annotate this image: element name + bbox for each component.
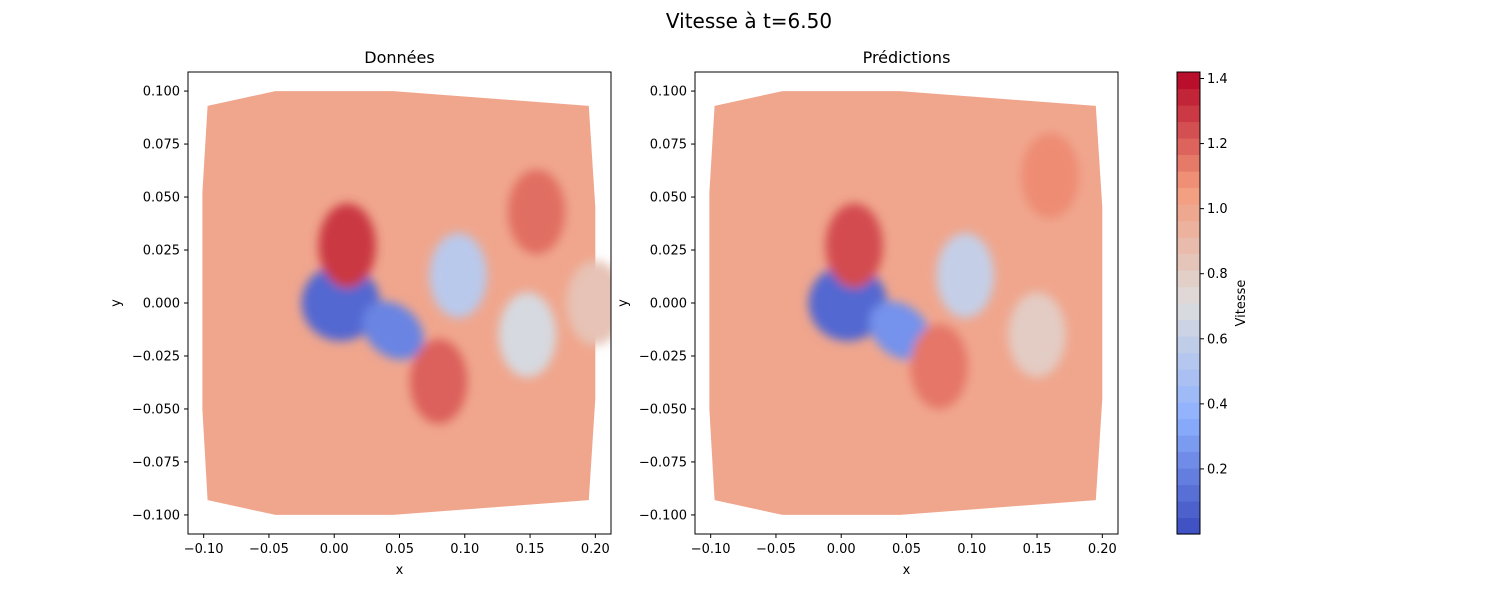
colorbar-level xyxy=(1177,270,1200,288)
y-axis-label: y xyxy=(109,299,124,307)
x-tick-label: −0.05 xyxy=(756,542,796,557)
field-feature xyxy=(507,169,566,255)
x-tick-label: 0.00 xyxy=(320,542,349,557)
y-tick-label: −0.100 xyxy=(639,508,687,523)
colorbar-level xyxy=(1177,187,1200,205)
colorbar-level xyxy=(1177,517,1200,535)
colorbar-level xyxy=(1177,220,1200,238)
field-feature xyxy=(498,292,557,378)
y-tick-label: 0.050 xyxy=(650,191,687,206)
field-feature xyxy=(910,324,968,409)
colorbar-level xyxy=(1177,418,1200,436)
y-tick-label: 0.000 xyxy=(650,297,687,312)
velocity-field xyxy=(709,91,1103,515)
colorbar-level xyxy=(1177,319,1200,337)
y-tick-label: 0.000 xyxy=(143,297,180,312)
panel-title: Données xyxy=(364,48,434,67)
y-tick-label: −0.100 xyxy=(132,508,180,523)
x-tick-label: 0.10 xyxy=(957,542,986,557)
field-feature xyxy=(429,233,487,318)
colorbar-level xyxy=(1177,468,1200,486)
x-tick-label: 0.15 xyxy=(1023,542,1052,557)
field-feature xyxy=(825,203,883,289)
x-tick-label: 0.10 xyxy=(450,542,479,557)
y-axis-label: y xyxy=(616,299,631,307)
panel-donnees: −0.10 −0.05 0.00 0.05 0.10 0.15 0.20 −0.100 −0.0… xyxy=(109,48,612,578)
colorbar-frame xyxy=(1176,71,1201,535)
colorbar-tick-label: 1.2 xyxy=(1207,137,1228,152)
colorbar-level xyxy=(1177,72,1200,90)
colorbar-level xyxy=(1177,204,1200,222)
y-tick-label: −0.050 xyxy=(132,402,180,417)
field-feature xyxy=(936,233,994,318)
flow-domain xyxy=(202,91,596,515)
colorbar-level xyxy=(1177,286,1200,304)
colorbar-tick-label: 1.0 xyxy=(1207,202,1228,217)
colorbar-level xyxy=(1177,303,1200,321)
figure-title: Vitesse à t=6.50 xyxy=(666,9,832,33)
y-tick-label: 0.025 xyxy=(143,244,180,259)
colorbar-level xyxy=(1177,121,1200,139)
colorbar-level xyxy=(1177,138,1200,156)
x-tick-label: −0.10 xyxy=(691,542,731,557)
x-tick-label: −0.05 xyxy=(249,542,289,557)
x-tick-label: 0.00 xyxy=(827,542,856,557)
x-tick-label: 0.05 xyxy=(892,542,921,557)
colorbar-level xyxy=(1177,105,1200,123)
y-tick-label: −0.025 xyxy=(639,349,687,364)
x-axis-label: x xyxy=(396,563,404,578)
colorbar-tick-label: 0.6 xyxy=(1207,332,1228,347)
field-feature xyxy=(318,203,376,289)
y-tick-label: −0.075 xyxy=(639,455,687,470)
colorbar-level xyxy=(1177,501,1200,519)
field-feature xyxy=(362,301,424,360)
flow-domain xyxy=(709,91,1103,515)
y-tick-label: 0.075 xyxy=(650,138,687,153)
colorbar-level xyxy=(1177,336,1200,354)
y-tick-label: 0.100 xyxy=(143,85,180,100)
colorbar-level xyxy=(1177,369,1200,387)
colorbar-level xyxy=(1177,88,1200,106)
y-tick-label: −0.050 xyxy=(639,402,687,417)
colorbar: 0.2 0.4 0.6 0.8 1.0 1.2 1.4 Vitesse xyxy=(1176,71,1249,535)
x-tick-label: −0.10 xyxy=(184,542,224,557)
x-tick-label: 0.20 xyxy=(581,542,610,557)
colorbar-level xyxy=(1177,451,1200,469)
field-feature xyxy=(301,264,380,342)
y-tick-label: −0.025 xyxy=(132,349,180,364)
field-feature xyxy=(808,264,887,342)
y-tick-label: 0.050 xyxy=(143,191,180,206)
colorbar-level xyxy=(1177,237,1200,255)
y-tick-label: 0.100 xyxy=(650,85,687,100)
colorbar-level xyxy=(1177,402,1200,420)
field-feature xyxy=(566,260,611,346)
colorbar-level xyxy=(1177,484,1200,502)
panel-title: Prédictions xyxy=(863,48,951,67)
colorbar-level xyxy=(1177,253,1200,271)
field-feature xyxy=(1021,133,1079,219)
field-feature xyxy=(409,339,468,424)
x-tick-label: 0.15 xyxy=(516,542,545,557)
colorbar-level xyxy=(1177,385,1200,403)
x-tick-label: 0.20 xyxy=(1088,542,1117,557)
colorbar-tick-label: 1.4 xyxy=(1207,72,1228,87)
x-tick-label: 0.05 xyxy=(385,542,414,557)
y-tick-label: 0.075 xyxy=(143,138,180,153)
colorbar-level xyxy=(1177,154,1200,172)
y-tick-label: 0.025 xyxy=(650,244,687,259)
panel-predictions: −0.10 −0.05 0.00 0.05 0.10 0.15 0.20 −0.100 −0.0… xyxy=(616,48,1119,578)
colorbar-tick-label: 0.2 xyxy=(1207,462,1228,477)
field-feature xyxy=(1008,292,1066,378)
colorbar-tick-label: 0.8 xyxy=(1207,267,1228,282)
x-axis-label: x xyxy=(903,563,911,578)
colorbar-level xyxy=(1177,171,1200,189)
colorbar-tick-label: 0.4 xyxy=(1207,397,1228,412)
colorbar-label: Vitesse xyxy=(1234,280,1249,327)
colorbar-level xyxy=(1177,352,1200,370)
y-tick-label: −0.075 xyxy=(132,455,180,470)
velocity-field xyxy=(202,91,611,515)
colorbar-level xyxy=(1177,435,1200,453)
